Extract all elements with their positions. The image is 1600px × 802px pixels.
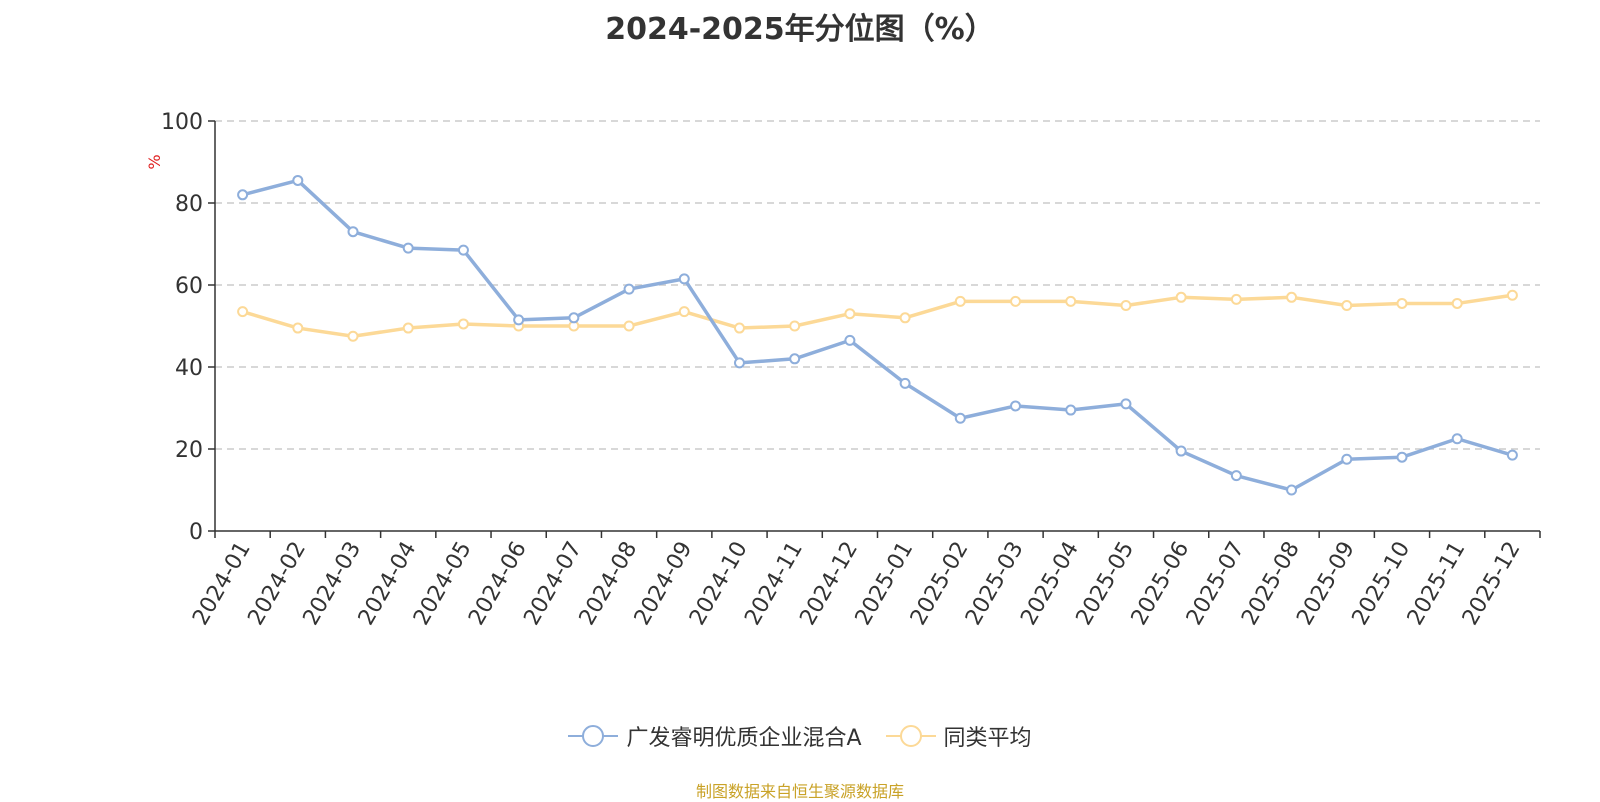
data-point[interactable] <box>457 318 469 330</box>
data-point[interactable] <box>1120 398 1132 410</box>
data-point[interactable] <box>1010 295 1022 307</box>
data-point[interactable] <box>733 322 745 334</box>
data-point[interactable] <box>1230 470 1242 482</box>
data-point[interactable] <box>347 226 359 238</box>
series-fund <box>237 174 1518 496</box>
data-point[interactable] <box>733 357 745 369</box>
y-tick-label: 0 <box>189 520 203 545</box>
data-point[interactable] <box>1286 484 1298 496</box>
data-point[interactable] <box>1396 297 1408 309</box>
data-point[interactable] <box>844 308 856 320</box>
y-tick-label: 60 <box>175 274 203 299</box>
data-point[interactable] <box>513 314 525 326</box>
data-point[interactable] <box>237 189 249 201</box>
axes: 0204060801002024-012024-022024-032024-04… <box>161 110 1541 630</box>
data-point[interactable] <box>1175 291 1187 303</box>
data-point[interactable] <box>899 377 911 389</box>
legend: 广发睿明优质企业混合A 同类平均 <box>0 720 1600 752</box>
data-point[interactable] <box>1451 297 1463 309</box>
data-point[interactable] <box>237 306 249 318</box>
data-point[interactable] <box>347 330 359 342</box>
data-point[interactable] <box>1341 300 1353 311</box>
chart-title: 2024-2025年分位图（%） <box>605 12 995 47</box>
y-tick-label: 80 <box>175 192 203 217</box>
data-point[interactable] <box>1396 451 1408 463</box>
y-tick-label: 20 <box>175 438 203 463</box>
data-point[interactable] <box>954 412 966 424</box>
data-point[interactable] <box>292 322 304 334</box>
data-point[interactable] <box>623 283 635 295</box>
source-note: 制图数据来自恒生聚源数据库 <box>695 782 904 801</box>
data-point[interactable] <box>402 242 414 254</box>
grid-lines <box>215 120 1540 450</box>
data-point[interactable] <box>1065 295 1077 307</box>
series-line <box>242 178 1513 492</box>
data-point[interactable] <box>1506 449 1518 461</box>
legend-item-fund[interactable]: 广发睿明优质企业混合A <box>568 720 862 752</box>
data-point[interactable] <box>568 312 580 324</box>
data-point[interactable] <box>678 306 690 318</box>
data-point[interactable] <box>1451 433 1463 445</box>
series-layer <box>237 174 1518 496</box>
data-point[interactable] <box>954 295 966 307</box>
legend-marker-fund <box>568 725 619 747</box>
data-point[interactable] <box>1010 400 1022 412</box>
series-average <box>237 289 1518 342</box>
data-point[interactable] <box>623 320 635 332</box>
legend-label-average: 同类平均 <box>943 726 1032 751</box>
data-point[interactable] <box>1230 293 1242 305</box>
data-point[interactable] <box>1175 445 1187 457</box>
data-point[interactable] <box>789 353 801 365</box>
legend-marker-average <box>885 725 936 747</box>
data-point[interactable] <box>844 334 856 346</box>
data-point[interactable] <box>789 320 801 332</box>
data-point[interactable] <box>457 244 469 256</box>
data-point[interactable] <box>1065 404 1077 416</box>
data-point[interactable] <box>678 273 690 285</box>
data-point[interactable] <box>899 312 911 324</box>
series-line <box>242 293 1513 338</box>
y-tick-label: 100 <box>161 110 203 135</box>
y-tick-label: 40 <box>175 356 203 381</box>
legend-label-fund: 广发睿明优质企业混合A <box>626 726 862 751</box>
y-axis-label: % <box>145 154 164 169</box>
data-point[interactable] <box>1286 291 1298 303</box>
data-point[interactable] <box>402 322 414 334</box>
data-point[interactable] <box>1506 289 1518 301</box>
data-point[interactable] <box>1341 453 1353 465</box>
data-point[interactable] <box>1120 300 1132 311</box>
data-point[interactable] <box>292 174 304 186</box>
legend-item-average[interactable]: 同类平均 <box>885 720 1032 752</box>
